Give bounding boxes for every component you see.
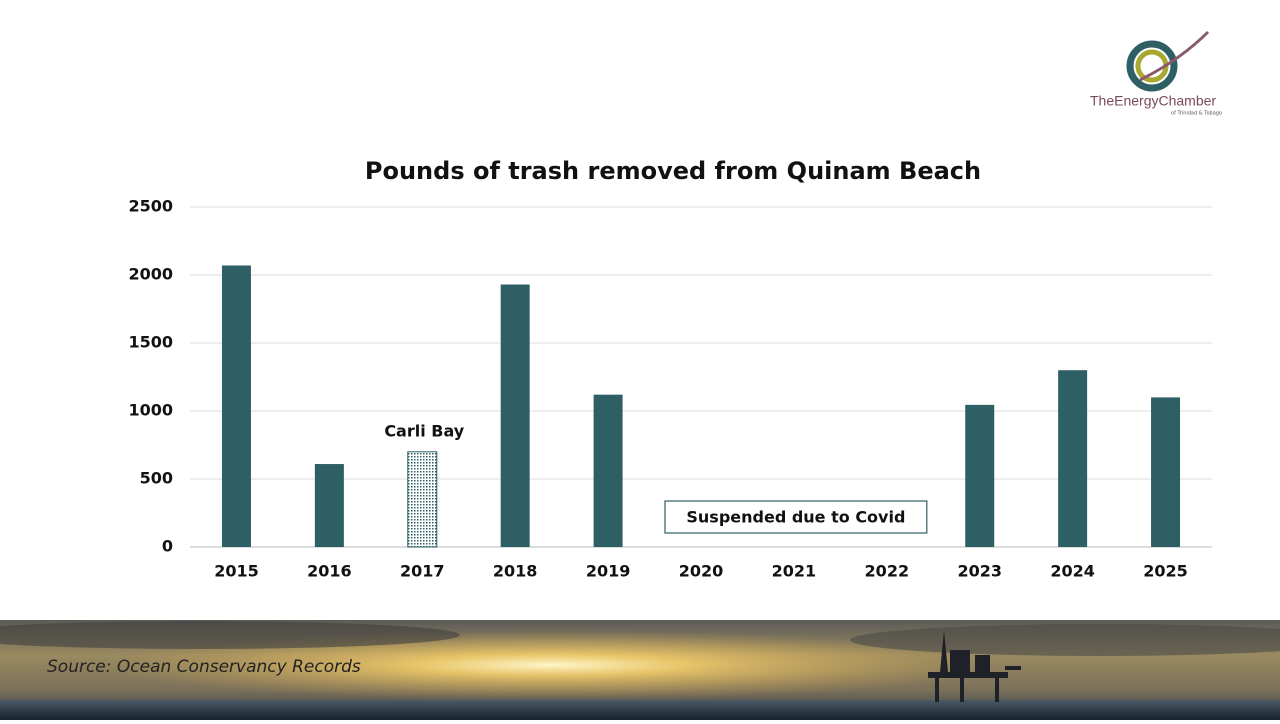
x-tick-label: 2023 [957, 562, 1002, 581]
x-tick-label: 2021 [772, 562, 817, 581]
y-tick-label: 2000 [128, 265, 173, 284]
x-tick-label: 2019 [586, 562, 631, 581]
bar [314, 464, 344, 547]
oil-rig [928, 630, 1021, 702]
bar [1058, 370, 1088, 547]
y-tick-label: 1500 [128, 333, 173, 352]
banner [0, 620, 1280, 720]
x-tick-label: 2015 [214, 562, 259, 581]
y-tick-label: 1000 [128, 401, 173, 420]
logo: TheEnergyChamber of Trinidad & Tobago [1090, 30, 1222, 117]
chart-title: Pounds of trash removed from Quinam Beac… [365, 157, 981, 185]
source-note: Source: Ocean Conservancy Records [47, 657, 361, 677]
bar [965, 404, 995, 547]
x-tick-label: 2022 [865, 562, 910, 581]
x-tick-label: 2016 [307, 562, 352, 581]
x-tick-label: 2017 [400, 562, 445, 581]
bar [407, 451, 438, 548]
bar [500, 284, 530, 547]
x-tick-label: 2020 [679, 562, 724, 581]
bar [221, 265, 251, 547]
y-tick-label: 0 [162, 537, 173, 556]
x-tick-label: 2025 [1143, 562, 1188, 581]
bar [593, 394, 623, 547]
note-box [664, 500, 928, 534]
annotation: Carli Bay [384, 421, 464, 440]
x-tick-label: 2024 [1050, 562, 1095, 581]
logo-subtitle: of Trinidad & Tobago [1171, 111, 1222, 117]
x-tick-label: 2018 [493, 562, 538, 581]
logo-name: TheEnergyChamber [1090, 93, 1216, 109]
bar [1151, 397, 1181, 547]
note-text: Suspended due to Covid [686, 508, 905, 527]
y-tick-label: 500 [140, 469, 173, 488]
y-tick-label: 2500 [128, 197, 173, 216]
